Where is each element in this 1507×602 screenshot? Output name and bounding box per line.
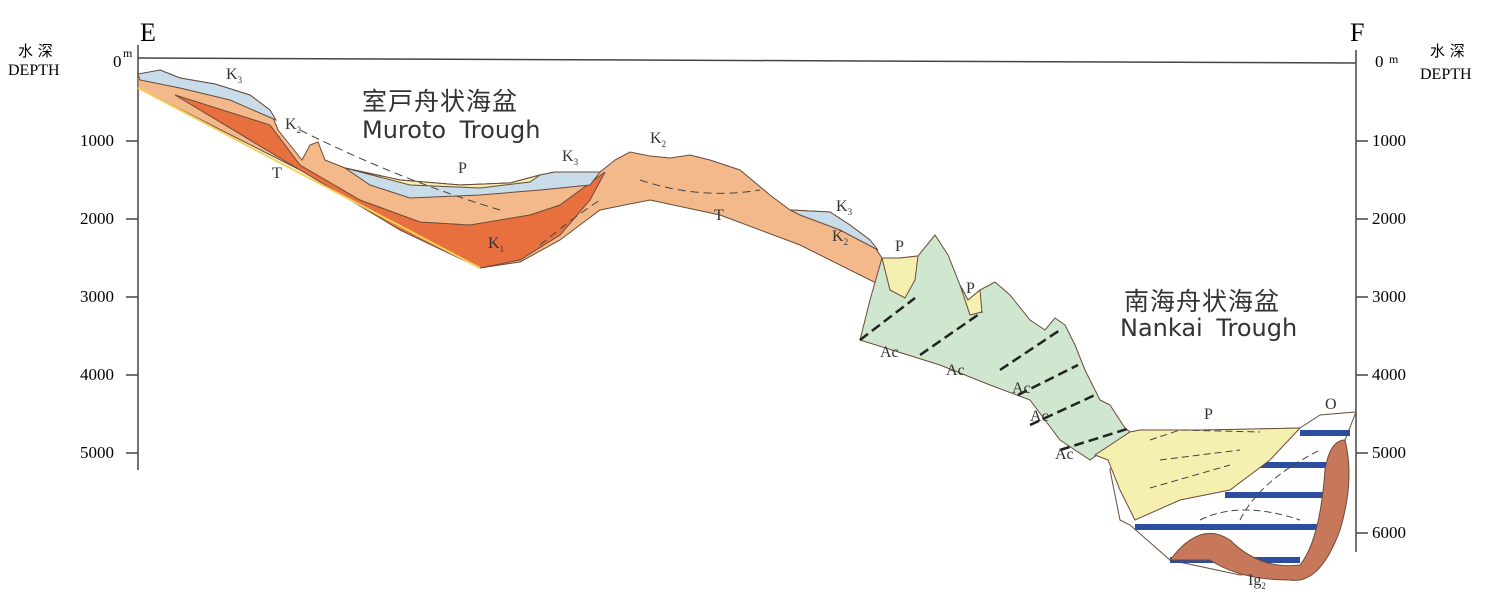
zero-label-right: 0 — [1375, 52, 1384, 71]
unit-label-p: P — [966, 280, 975, 297]
unit-label-ac: Ac — [946, 362, 965, 379]
sea-level-line — [137, 57, 1357, 64]
unit-label-ac: Ac — [1030, 408, 1049, 425]
unit-label-t: T — [272, 165, 282, 182]
unit-label-ig2: Ig2 — [1248, 572, 1266, 592]
tick-label: 3000 — [1372, 287, 1406, 306]
unit-label-k3: K3 — [836, 198, 853, 218]
unit-label-k2: K2 — [650, 130, 667, 150]
depth-label-en-left: DEPTH — [8, 62, 60, 79]
muroto-title-jp: 室戸舟状海盆 — [362, 87, 519, 116]
zero-label-left: 0 — [113, 52, 122, 71]
tick-label: 5000 — [1372, 443, 1406, 462]
end-label-e: E — [140, 18, 156, 47]
tick-label: 4000 — [80, 365, 114, 384]
layer-ig2 — [1168, 439, 1350, 581]
unit-label-k3: K3 — [226, 66, 243, 86]
thrust-faults — [859, 297, 1131, 452]
unit-label-p: P — [458, 160, 467, 177]
unit-label-ac: Ac — [1012, 380, 1031, 397]
fold-trace-muroto — [299, 129, 761, 246]
unit-label-ac: Ac — [1055, 446, 1074, 463]
tick-label: 4000 — [1372, 365, 1406, 384]
unit-label-t: T — [714, 207, 724, 224]
muroto-title-en: Muroto Trough — [362, 116, 541, 144]
basement-line-t — [137, 87, 481, 269]
tick-label: 1000 — [80, 131, 114, 150]
nankai-title-en: Nankai Trough — [1120, 314, 1298, 342]
unit-label-p: P — [1204, 406, 1213, 423]
layer-p-muroto — [344, 167, 541, 189]
unit-label-k2: K2 — [832, 228, 849, 248]
tick-label: 5000 — [80, 443, 114, 462]
tick-label: 2000 — [80, 209, 114, 228]
end-label-f: F — [1350, 18, 1365, 47]
unit-label-k1: K1 — [488, 235, 505, 255]
layer-k3-slope — [789, 209, 879, 251]
unit-label-o: O — [1325, 396, 1337, 413]
nankai-title-jp: 南海舟状海盆 — [1124, 287, 1281, 316]
unit-label-ac: Ac — [880, 344, 899, 361]
tick-label: 6000 — [1372, 523, 1406, 542]
tick-label: 2000 — [1372, 209, 1406, 228]
tick-label: 1000 — [1372, 131, 1406, 150]
tick-label: 3000 — [80, 287, 114, 306]
depth-label-en-right: DEPTH — [1420, 66, 1472, 83]
layer-k3-shelf — [137, 69, 278, 122]
unit-label-left: m — [123, 46, 133, 60]
layer-p-ponds — [881, 255, 983, 316]
axis-ticks — [126, 140, 1368, 534]
layer-k1 — [174, 94, 606, 269]
depth-label-jp-right: 水 深 — [1430, 42, 1465, 60]
unit-label-p: P — [895, 238, 904, 255]
unit-label-k2: K2 — [285, 116, 302, 136]
depth-label-jp-left: 水 深 — [18, 42, 53, 60]
unit-label-right: m — [1389, 52, 1399, 66]
unit-label-k3: K3 — [562, 148, 579, 168]
layer-ac — [859, 234, 1131, 461]
